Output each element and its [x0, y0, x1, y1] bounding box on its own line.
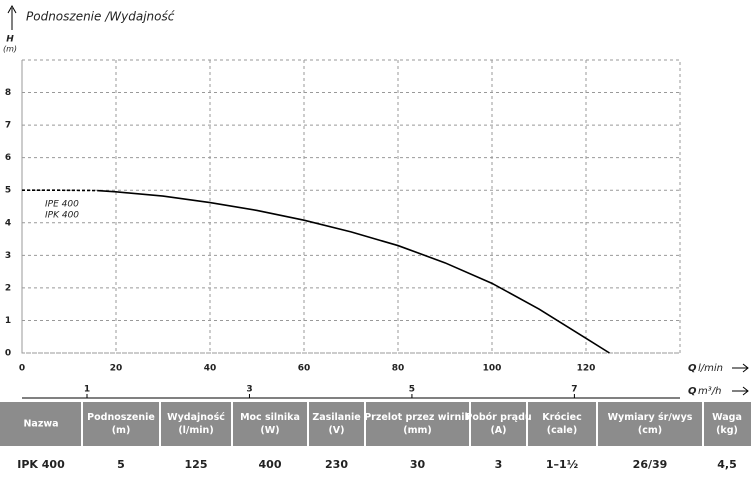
y-tick-label: 2 — [5, 283, 11, 293]
curve-label: IPK 400 — [45, 211, 79, 221]
y-tick-label: 0 — [5, 349, 11, 359]
table-header: (cm) — [638, 425, 662, 436]
x-tick-label: 0 — [19, 364, 25, 374]
x-tick-label: 40 — [204, 364, 217, 374]
y-tick-label: 7 — [5, 121, 11, 131]
y-tick-label: 4 — [5, 218, 11, 228]
y-axis-label: H — [6, 35, 14, 45]
y-arrow-head — [7, 4, 17, 14]
x2-tick-label: 3 — [246, 385, 252, 395]
table-header: Moc silnika — [240, 412, 300, 423]
table-header: Króciec — [542, 412, 582, 423]
curve — [97, 189, 610, 354]
table-header: Podnoszenie — [87, 412, 155, 423]
table-header: (kg) — [716, 425, 738, 436]
x-tick-label: 100 — [483, 364, 502, 374]
x-arrow — [732, 363, 749, 373]
table-header-bg — [0, 402, 751, 446]
x2-axis-unit: m³/h — [698, 386, 721, 397]
y-tick-label: 1 — [5, 316, 11, 326]
table-cell: 4,5 — [717, 458, 737, 471]
table-header: Wymiary śr/wys — [608, 412, 693, 423]
table-header: (V) — [328, 425, 344, 436]
table-header: (m) — [112, 425, 131, 436]
table-header: Wydajność — [167, 412, 225, 423]
curve-label: IPE 400 — [45, 200, 79, 210]
x-tick-label: 80 — [392, 364, 405, 374]
y-tick-label: 6 — [5, 153, 11, 163]
table-header: Nazwa — [23, 419, 58, 430]
table-cell: 125 — [185, 458, 208, 471]
chart-title: Podnoszenie /Wydajność — [26, 10, 175, 24]
table-header: (l/min) — [178, 425, 213, 436]
table-cell: 230 — [325, 458, 348, 471]
x-axis-label: Q — [688, 363, 697, 374]
table-header: Przelot przez wirnik — [364, 412, 471, 423]
table-header: (cale) — [547, 425, 577, 436]
table-header: (W) — [260, 425, 279, 436]
table-cell: 400 — [259, 458, 282, 471]
x2-arrow — [732, 386, 749, 396]
table-header: Pobór prądu — [465, 412, 531, 423]
x-axis-unit: l/min — [698, 363, 723, 374]
table-header: (mm) — [403, 425, 431, 436]
y-axis-unit: (m) — [3, 45, 17, 54]
table-cell: 5 — [117, 458, 125, 471]
table-cell: IPK 400 — [17, 458, 65, 471]
table-cell: 1–1½ — [546, 458, 578, 471]
y-tick-label: 3 — [5, 251, 11, 261]
table-header: Waga — [712, 412, 742, 423]
x-tick-label: 60 — [298, 364, 311, 374]
y-tick-label: 8 — [5, 88, 11, 98]
table-cell: 26/39 — [633, 458, 668, 471]
x2-tick-label: 1 — [84, 385, 90, 395]
x2-tick-label: 7 — [571, 385, 577, 395]
x2-axis-label: Q — [688, 386, 697, 397]
x2-tick-label: 5 — [409, 385, 415, 395]
table-header: (A) — [490, 425, 506, 436]
plot-frame — [21, 59, 681, 354]
table-header: Zasilanie — [312, 412, 360, 423]
x-tick-label: 20 — [110, 364, 123, 374]
y-tick-label: 5 — [5, 186, 11, 196]
x-tick-label: 120 — [577, 364, 596, 374]
table-cell: 30 — [410, 458, 426, 471]
table-cell: 3 — [495, 458, 503, 471]
